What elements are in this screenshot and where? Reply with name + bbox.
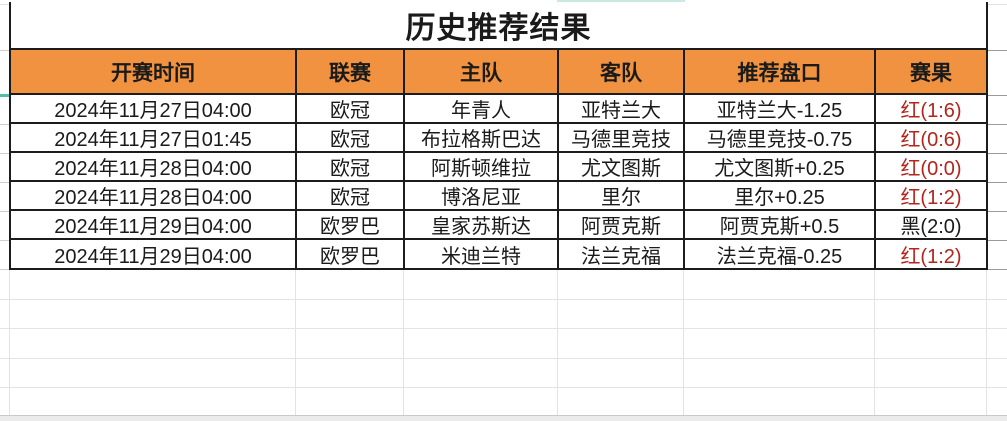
gridline xyxy=(0,269,9,270)
cell-home-team[interactable]: 布拉格斯巴达 xyxy=(405,124,559,151)
cell-kickoff-time[interactable]: 2024年11月27日04:00 xyxy=(11,95,297,122)
cell-away-team[interactable]: 阿贾克斯 xyxy=(559,211,685,238)
column-header-kickoff-time[interactable]: 开赛时间 xyxy=(11,50,297,93)
history-table: 历史推荐结果 开赛时间 联赛 主队 客队 推荐盘口 赛果 2024年11月27日… xyxy=(9,2,988,270)
top-teal-accent-mark xyxy=(557,0,685,3)
column-header-away-team[interactable]: 客队 xyxy=(559,50,685,93)
gridline xyxy=(874,270,875,415)
cell-result[interactable]: 红(1:2) xyxy=(900,187,962,209)
cell-handicap[interactable]: 亚特兰大-1.25 xyxy=(685,95,876,122)
gridline xyxy=(0,153,9,154)
gridline xyxy=(403,270,404,415)
gridline xyxy=(557,270,558,415)
cell-result[interactable]: 红(1:6) xyxy=(900,100,962,122)
cell-away-team[interactable]: 尤文图斯 xyxy=(559,153,685,180)
gridline xyxy=(988,182,1007,183)
table-row: 2024年11月29日04:00 欧罗巴 皇家苏斯达 阿贾克斯 阿贾克斯+0.5… xyxy=(11,211,986,240)
cell-handicap[interactable]: 马德里竞技-0.75 xyxy=(685,124,876,151)
gridline xyxy=(0,328,1007,329)
cell-league[interactable]: 欧罗巴 xyxy=(297,211,405,238)
cell-handicap[interactable]: 里尔+0.25 xyxy=(685,182,876,209)
gridline xyxy=(0,358,1007,359)
gridline xyxy=(988,50,1007,51)
gridline xyxy=(986,270,987,415)
cell-league[interactable]: 欧冠 xyxy=(297,182,405,209)
cell-result[interactable]: 黑(2:0) xyxy=(900,216,962,238)
cell-home-team[interactable]: 博洛尼亚 xyxy=(405,182,559,209)
gridline xyxy=(9,270,10,415)
gridline xyxy=(0,387,1007,388)
cell-home-team[interactable]: 米迪兰特 xyxy=(405,240,559,268)
column-header-result[interactable]: 赛果 xyxy=(876,50,986,93)
cell-league[interactable]: 欧冠 xyxy=(297,95,405,122)
cell-handicap[interactable]: 阿贾克斯+0.5 xyxy=(685,211,876,238)
cell-result[interactable]: 红(1:2) xyxy=(900,245,962,268)
gridline xyxy=(988,153,1007,154)
cell-home-team[interactable]: 阿斯顿维拉 xyxy=(405,153,559,180)
cell-kickoff-time[interactable]: 2024年11月29日04:00 xyxy=(11,211,297,238)
table-row: 2024年11月29日04:00 欧罗巴 米迪兰特 法兰克福 法兰克福-0.25… xyxy=(11,240,986,270)
gridline xyxy=(0,299,1007,300)
gridline xyxy=(988,240,1007,241)
gridline xyxy=(988,211,1007,212)
cell-kickoff-time[interactable]: 2024年11月27日01:45 xyxy=(11,124,297,151)
gridline xyxy=(0,124,9,125)
page-title: 历史推荐结果 xyxy=(405,12,592,45)
sheet-bottom-edge xyxy=(0,415,1007,421)
left-teal-accent-mark xyxy=(0,94,9,97)
cell-kickoff-time[interactable]: 2024年11月28日04:00 xyxy=(11,182,297,209)
cell-away-team[interactable]: 里尔 xyxy=(559,182,685,209)
gridline xyxy=(295,270,296,415)
gridline xyxy=(683,270,684,415)
table-body: 2024年11月27日04:00 欧冠 年青人 亚特兰大 亚特兰大-1.25 红… xyxy=(11,95,986,270)
table-row: 2024年11月28日04:00 欧冠 博洛尼亚 里尔 里尔+0.25 红(1:… xyxy=(11,182,986,211)
gridline xyxy=(0,211,9,212)
column-header-league[interactable]: 联赛 xyxy=(297,50,405,93)
cell-away-team[interactable]: 马德里竞技 xyxy=(559,124,685,151)
column-header-home-team[interactable]: 主队 xyxy=(405,50,559,93)
cell-league[interactable]: 欧冠 xyxy=(297,153,405,180)
table-title-row: 历史推荐结果 xyxy=(11,2,986,50)
cell-league[interactable]: 欧冠 xyxy=(297,124,405,151)
cell-handicap[interactable]: 尤文图斯+0.25 xyxy=(685,153,876,180)
cell-home-team[interactable]: 皇家苏斯达 xyxy=(405,211,559,238)
table-row: 2024年11月27日01:45 欧冠 布拉格斯巴达 马德里竞技 马德里竞技-0… xyxy=(11,124,986,153)
table-row: 2024年11月28日04:00 欧冠 阿斯顿维拉 尤文图斯 尤文图斯+0.25… xyxy=(11,153,986,182)
cell-home-team[interactable]: 年青人 xyxy=(405,95,559,122)
cell-handicap[interactable]: 法兰克福-0.25 xyxy=(685,240,876,268)
cell-kickoff-time[interactable]: 2024年11月28日04:00 xyxy=(11,153,297,180)
cell-away-team[interactable]: 法兰克福 xyxy=(559,240,685,268)
gridline xyxy=(0,240,9,241)
gridline xyxy=(0,182,9,183)
cell-result[interactable]: 红(0:6) xyxy=(900,129,962,151)
cell-league[interactable]: 欧罗巴 xyxy=(297,240,405,268)
cell-result[interactable]: 红(0:0) xyxy=(900,158,962,180)
column-header-handicap[interactable]: 推荐盘口 xyxy=(685,50,876,93)
cell-kickoff-time[interactable]: 2024年11月29日04:00 xyxy=(11,240,297,268)
gridline xyxy=(988,95,1007,96)
table-header-row: 开赛时间 联赛 主队 客队 推荐盘口 赛果 xyxy=(11,50,986,95)
cell-away-team[interactable]: 亚特兰大 xyxy=(559,95,685,122)
gridline xyxy=(988,269,1007,270)
gridline xyxy=(988,124,1007,125)
gridline xyxy=(0,50,9,51)
table-row: 2024年11月27日04:00 欧冠 年青人 亚特兰大 亚特兰大-1.25 红… xyxy=(11,95,986,124)
